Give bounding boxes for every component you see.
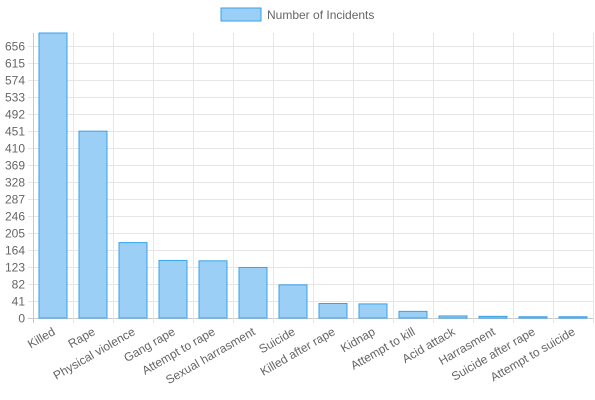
y-tick-label: 41	[12, 295, 26, 309]
legend-swatch	[220, 7, 262, 22]
bar[interactable]	[438, 315, 468, 319]
y-tick-label: 287	[5, 193, 25, 207]
y-tick-label: 82	[12, 278, 26, 292]
bar[interactable]	[358, 303, 388, 319]
y-tick-label: 123	[5, 261, 25, 275]
bar[interactable]	[158, 259, 188, 319]
grid	[28, 33, 594, 323]
y-tick-label: 656	[5, 40, 25, 54]
y-tick-label: 328	[5, 176, 25, 190]
bar[interactable]	[318, 303, 348, 319]
bar[interactable]	[558, 316, 588, 319]
y-tick-label: 492	[5, 108, 25, 122]
bar[interactable]	[478, 315, 508, 319]
y-tick-label: 533	[5, 91, 25, 105]
y-tick-label: 410	[5, 142, 25, 156]
y-tick-label: 574	[5, 74, 25, 88]
bar[interactable]	[118, 242, 148, 319]
legend-label: Number of Incidents	[267, 8, 374, 22]
bar[interactable]	[38, 32, 68, 319]
bar[interactable]	[78, 130, 108, 319]
y-tick-label: 205	[5, 227, 25, 241]
y-tick-label: 246	[5, 210, 25, 224]
bar[interactable]	[518, 316, 548, 319]
x-tick-label: Killed	[25, 324, 57, 351]
bar[interactable]	[398, 310, 428, 319]
y-tick-label: 615	[5, 57, 25, 71]
y-tick-label: 164	[5, 244, 25, 258]
y-axis-ticks: 0 41 82 123 164 205 246 287 328 369 410 451 492 533 57…	[5, 40, 25, 326]
bar[interactable]	[238, 266, 268, 319]
y-tick-label: 0	[18, 312, 25, 326]
y-tick-label: 451	[5, 125, 25, 139]
bar[interactable]	[198, 260, 228, 319]
bar[interactable]	[278, 284, 308, 319]
legend[interactable]: Number of Incidents	[220, 7, 374, 22]
y-tick-label: 369	[5, 159, 25, 173]
bars	[38, 32, 588, 319]
